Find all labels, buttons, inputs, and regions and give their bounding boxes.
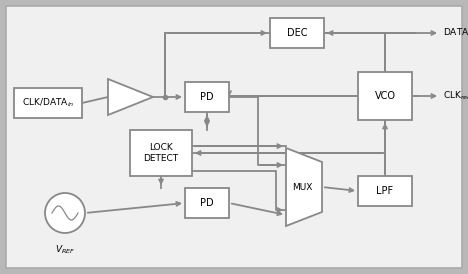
Text: LPF: LPF — [376, 186, 394, 196]
Text: CLK$_{rec}$: CLK$_{rec}$ — [443, 90, 468, 102]
Text: PD: PD — [200, 92, 214, 102]
Text: CLK/DATA$_{in}$: CLK/DATA$_{in}$ — [22, 97, 74, 109]
Bar — [14, 88, 82, 118]
Text: VCO: VCO — [374, 91, 395, 101]
Text: MUX: MUX — [292, 182, 312, 192]
Text: DEC: DEC — [287, 28, 307, 38]
Bar — [185, 188, 229, 218]
Polygon shape — [108, 79, 153, 115]
Circle shape — [45, 193, 85, 233]
Text: PD: PD — [200, 198, 214, 208]
Bar — [358, 72, 412, 120]
Bar — [185, 82, 229, 112]
Polygon shape — [286, 148, 322, 226]
Text: LOCK
DETECT: LOCK DETECT — [143, 142, 179, 163]
Bar — [270, 18, 324, 48]
Text: $V_{REF}$: $V_{REF}$ — [55, 243, 75, 255]
Bar — [130, 130, 192, 176]
Bar — [358, 176, 412, 206]
Text: DATA$_{out}$: DATA$_{out}$ — [443, 27, 468, 39]
